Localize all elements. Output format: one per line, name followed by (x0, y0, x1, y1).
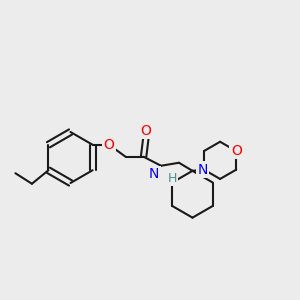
Text: H: H (168, 172, 177, 185)
Text: N: N (149, 167, 160, 181)
Text: O: O (140, 124, 152, 138)
Text: N: N (197, 163, 208, 177)
Text: O: O (231, 144, 242, 158)
Text: O: O (103, 138, 115, 152)
